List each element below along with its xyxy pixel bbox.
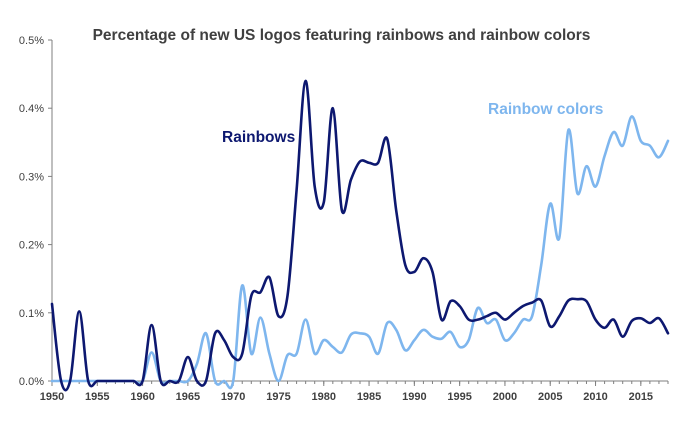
series-label-rainbows: Rainbows [222, 129, 295, 146]
x-tick-label: 1950 [40, 391, 64, 403]
x-tick-label: 2005 [538, 391, 562, 403]
series-label-rainbow-colors: Rainbow colors [488, 101, 603, 118]
x-tick-label: 1985 [357, 391, 381, 403]
series-line-rainbows [50, 79, 670, 392]
y-tick-label: 0.1% [19, 308, 44, 320]
x-tick-label: 1975 [266, 391, 290, 403]
x-tick-label: 2000 [493, 391, 517, 403]
x-tick-label: 1960 [130, 391, 154, 403]
y-tick-label: 0.0% [19, 376, 44, 388]
x-tick-label: 2015 [629, 391, 653, 403]
x-tick-label: 1965 [176, 391, 200, 403]
x-tick-label: 1980 [312, 391, 336, 403]
y-tick-label: 0.4% [19, 103, 44, 115]
y-tick-label: 0.5% [19, 35, 44, 47]
y-tick-label: 0.2% [19, 240, 44, 252]
x-tick-label: 2010 [583, 391, 607, 403]
y-tick-label: 0.3% [19, 171, 44, 183]
series-line-rainbow-colors [50, 115, 670, 390]
x-tick-label: 1995 [447, 391, 471, 403]
chart-title: Percentage of new US logos featuring rai… [92, 27, 591, 44]
x-tick-label: 1990 [402, 391, 426, 403]
x-tick-label: 1955 [85, 391, 109, 403]
x-tick-label: 1970 [221, 391, 245, 403]
